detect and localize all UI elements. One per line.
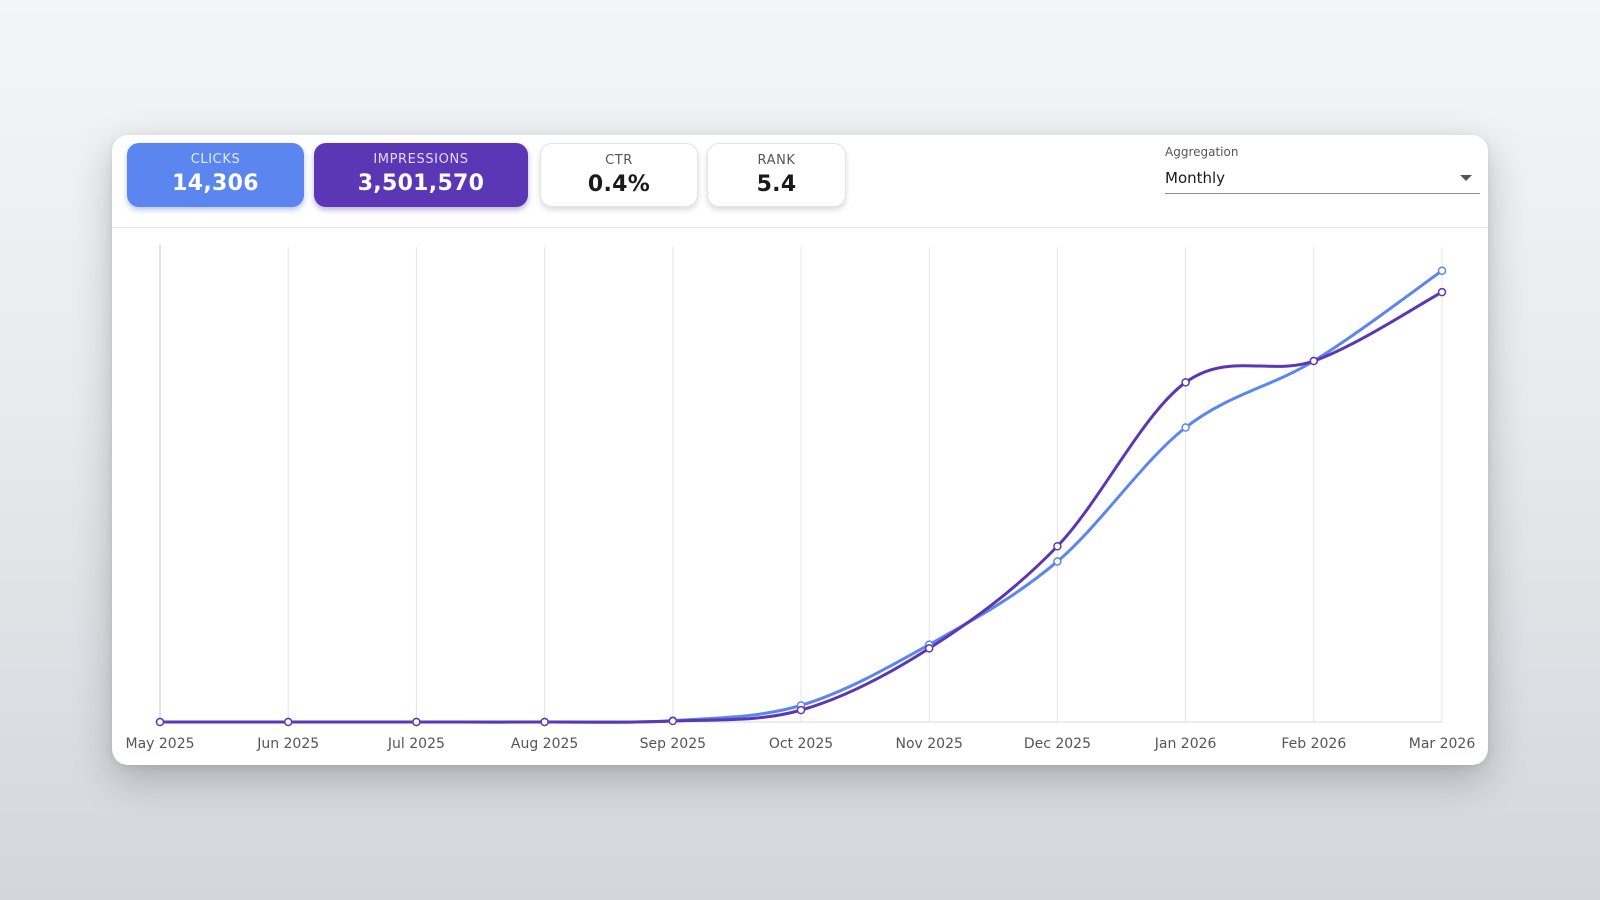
impressions-value: 3,501,570 [357, 171, 485, 196]
clicks-value: 14,306 [172, 171, 259, 196]
aggregation-select[interactable]: Aggregation Monthly [1165, 145, 1480, 195]
x-tick-label: Jul 2025 [387, 736, 445, 752]
rank-stat-button[interactable]: RANK 5.4 [707, 143, 846, 207]
clicks-data-point[interactable] [1437, 266, 1447, 275]
impressions-data-point[interactable] [155, 717, 165, 727]
impressions-data-point[interactable] [283, 717, 293, 727]
x-tick-label: Jan 2026 [1154, 736, 1217, 752]
chart-grid [159, 245, 1443, 723]
impressions-data-point[interactable] [1437, 287, 1447, 297]
select-underline [1165, 193, 1480, 194]
impressions-data-point[interactable] [412, 717, 421, 727]
impressions-data-point[interactable] [924, 644, 934, 653]
impressions-data-point[interactable] [1309, 356, 1319, 366]
clicks-stat-button[interactable]: CLICKS 14,306 [127, 143, 304, 207]
impressions-data-point[interactable] [1053, 542, 1062, 551]
card-header: CLICKS 14,306 IMPRESSIONS 3,501,570 CTR … [112, 135, 1488, 228]
impressions-stat-button[interactable]: IMPRESSIONS 3,501,570 [314, 143, 528, 207]
impressions-data-point[interactable] [796, 705, 806, 715]
aggregation-label: Aggregation [1165, 145, 1239, 159]
line-chart: May 2025 Jun 2025 Jul 2025 Aug 2025 Sep 2025… [125, 245, 1475, 752]
analytics-card: CLICKS 14,306 IMPRESSIONS 3,501,570 CTR … [112, 135, 1488, 765]
x-tick-label: Jun 2025 [256, 736, 319, 752]
x-tick-label: Sep 2025 [640, 736, 706, 752]
impressions-data-point[interactable] [540, 717, 549, 727]
rank-label: RANK [757, 153, 796, 168]
caret-down-icon [1460, 175, 1472, 181]
impressions-series-line [158, 290, 1444, 724]
x-tick-label: May 2025 [125, 736, 194, 752]
impressions-data-point[interactable] [668, 716, 678, 726]
ctr-label: CTR [605, 153, 633, 168]
clicks-label: CLICKS [190, 152, 241, 167]
impressions-data-point[interactable] [1181, 378, 1190, 387]
ctr-value: 0.4% [587, 172, 651, 197]
clicks-data-point[interactable] [1053, 557, 1062, 566]
x-axis-ticks: May 2025 Jun 2025 Jul 2025 Aug 2025 Sep 2025… [125, 736, 1475, 752]
x-tick-label: Aug 2025 [511, 736, 578, 752]
aggregation-value: Monthly [1165, 169, 1226, 187]
rank-value: 5.4 [756, 172, 797, 197]
clicks-data-point[interactable] [1181, 423, 1190, 432]
x-tick-label: Oct 2025 [769, 736, 833, 752]
impressions-label: IMPRESSIONS [373, 152, 469, 167]
x-tick-label: Mar 2026 [1409, 736, 1476, 752]
x-tick-label: Dec 2025 [1024, 736, 1091, 752]
x-tick-label: Feb 2026 [1281, 736, 1346, 752]
chart-series [155, 266, 1447, 727]
ctr-stat-button[interactable]: CTR 0.4% [540, 143, 698, 207]
x-tick-label: Nov 2025 [895, 736, 962, 752]
